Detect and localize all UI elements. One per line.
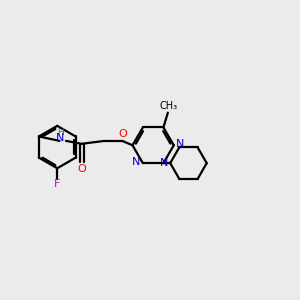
Text: N: N: [176, 139, 184, 149]
Text: CH₃: CH₃: [159, 101, 178, 111]
Text: O: O: [118, 129, 127, 140]
Text: N: N: [56, 133, 64, 143]
Text: H: H: [57, 128, 64, 137]
Text: O: O: [77, 164, 86, 173]
Text: F: F: [53, 179, 60, 190]
Text: N: N: [160, 158, 168, 168]
Text: N: N: [132, 157, 140, 167]
